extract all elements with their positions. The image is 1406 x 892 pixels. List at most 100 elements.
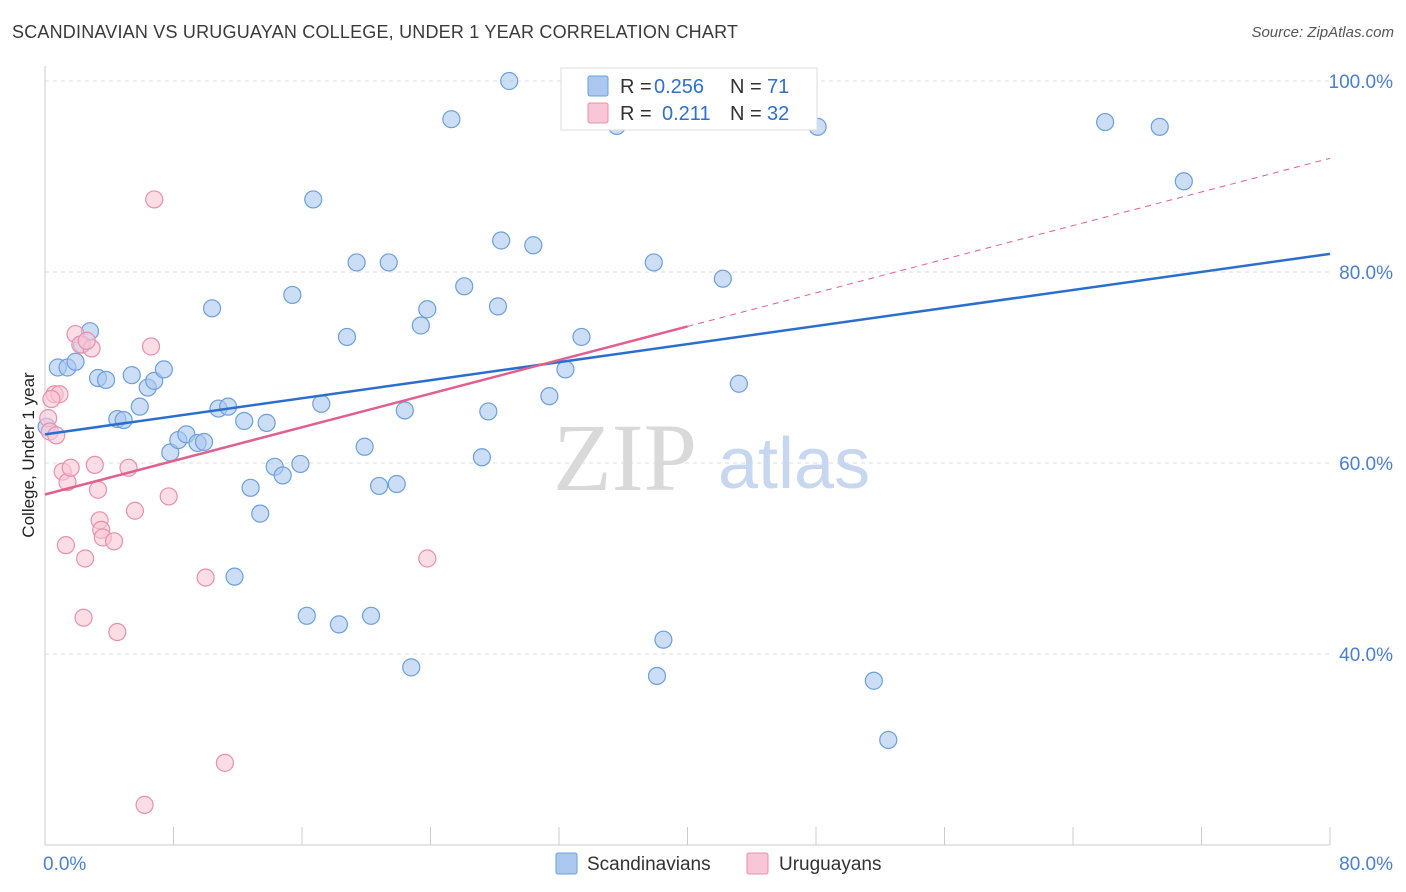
scandinavian-point (297, 606, 316, 625)
scandinavian-point (1150, 117, 1169, 136)
legend-swatch-scandinavians (587, 75, 609, 97)
scandinavian-point (355, 437, 374, 456)
scandinavian-point (283, 285, 302, 305)
scandinavian-point (418, 300, 437, 319)
scandinavian-point (488, 297, 508, 316)
scandinavian-point (291, 454, 310, 474)
bottom-legend-label-uruguayans: Uruguayans (779, 854, 881, 875)
scandinavian-point (654, 630, 673, 649)
uruguayan-point (42, 389, 61, 409)
y-tick-label: 100.0% (1329, 72, 1394, 93)
chart-title: SCANDINAVIAN VS URUGUAYAN COLLEGE, UNDER… (12, 22, 739, 42)
uruguayan-point (104, 532, 124, 551)
scandinavian-point (500, 71, 519, 91)
legend-n-value-0: 71 (767, 76, 789, 98)
scandinavian-point (402, 658, 421, 677)
scandinavian-point (114, 410, 133, 430)
bottom-legend-swatch-uruguayans (746, 852, 769, 875)
legend-r-value-0: 0.256 (654, 76, 704, 98)
uruguayan-point (215, 753, 234, 772)
scandinavian-point (492, 231, 511, 250)
scandinavian-point (387, 474, 406, 494)
scandinavian-point (251, 504, 270, 523)
legend-r-value-1: 0.211 (662, 103, 711, 125)
uruguayan-point (47, 426, 66, 445)
uruguayan-point (74, 608, 93, 627)
scandinavian-point (130, 397, 149, 416)
uruguayan-point (135, 795, 154, 814)
scandinavian-point (455, 277, 474, 296)
scandinavian-point (647, 666, 667, 686)
scandinavian-point (729, 374, 749, 393)
scandinavian-point (194, 432, 214, 452)
uruguayan-trend-extension (687, 157, 1331, 327)
uruguayan-point (61, 458, 80, 477)
uruguayan-point (76, 549, 95, 568)
scandinavian-point (395, 401, 414, 420)
scandinavian-point (479, 402, 498, 421)
legend-swatch-uruguayans (587, 102, 609, 124)
scandinavian-point (337, 327, 357, 347)
scandinavian-point (235, 411, 254, 431)
bottom-legend-label-scandinavians: Scandinavians (587, 854, 711, 875)
scandinavian-point (312, 394, 331, 413)
y-tick-label: 60.0% (1339, 454, 1393, 475)
legend-n-value-1: 32 (767, 103, 789, 125)
legend-n-label-1: N = (730, 103, 762, 125)
uruguayan-trend-line (44, 325, 688, 496)
scandinavian-point (304, 190, 323, 209)
legend-r-label-1: R = (620, 103, 652, 125)
uruguayan-point (108, 622, 127, 642)
scandinavian-point (225, 567, 244, 586)
scandinavian-point (329, 615, 349, 634)
y-axis-label: College, Under 1 year (19, 372, 38, 538)
uruguayan-point (88, 480, 108, 499)
trend-lines (44, 157, 1331, 496)
grid-lines (45, 80, 1330, 655)
scandinavian-point (644, 253, 663, 272)
scandinavian-point (379, 253, 398, 272)
scandinavian-point (1174, 172, 1193, 191)
uruguayan-point (85, 455, 104, 475)
x-tick-label: 80.0% (1339, 854, 1393, 875)
scandinavian-trend-line (44, 252, 1331, 436)
uruguayan-point (159, 487, 178, 506)
scandinavian-point (442, 110, 461, 129)
scandinavian-point (864, 671, 883, 690)
chart-source: Source: ZipAtlas.com (1251, 24, 1394, 41)
axis-ticks: 100.0% 80.0% 60.0% 40.0% 0.0% 80.0% (43, 72, 1393, 875)
watermark: ZIP atlas (553, 404, 870, 511)
bottom-legend: Scandinavians Uruguayans (555, 852, 881, 875)
scandinavian-point (154, 360, 173, 379)
uruguayan-point (125, 501, 145, 520)
scandinavian-point (370, 476, 389, 496)
scandinavian-point (202, 299, 222, 318)
scandinavian-point (411, 316, 430, 335)
legend-box: R = 0.256 N = 71 R = 0.211 N = 32 (560, 67, 818, 131)
y-tick-label: 40.0% (1339, 645, 1393, 666)
scandinavian-point (713, 269, 732, 288)
scandinavian-point (122, 366, 141, 385)
legend-r-label-0: R = (620, 76, 652, 98)
uruguayan-point (418, 549, 437, 568)
bottom-legend-swatch-scandinavians (555, 852, 578, 875)
x-tick-label: 0.0% (43, 854, 86, 875)
scandinavian-point (472, 448, 491, 467)
scandinavian-point (1096, 112, 1115, 132)
scandinavian-point (257, 413, 276, 432)
watermark-atlas: atlas (718, 424, 870, 504)
uruguayan-point (77, 331, 96, 350)
scandinavian-point (572, 327, 591, 347)
scandinavian-point (241, 478, 260, 497)
scandinavian-point (361, 606, 381, 625)
scandinavian-point (273, 466, 292, 485)
scandinavian-point (96, 370, 116, 390)
scandinavian-point (347, 253, 366, 272)
y-tick-label: 80.0% (1339, 263, 1393, 284)
legend-n-label-0: N = (730, 76, 762, 98)
scandinavian-point (524, 236, 543, 255)
uruguayan-points (39, 190, 437, 814)
watermark-zip: ZIP (553, 404, 697, 511)
uruguayan-point (56, 536, 75, 555)
uruguayan-point (141, 337, 161, 356)
